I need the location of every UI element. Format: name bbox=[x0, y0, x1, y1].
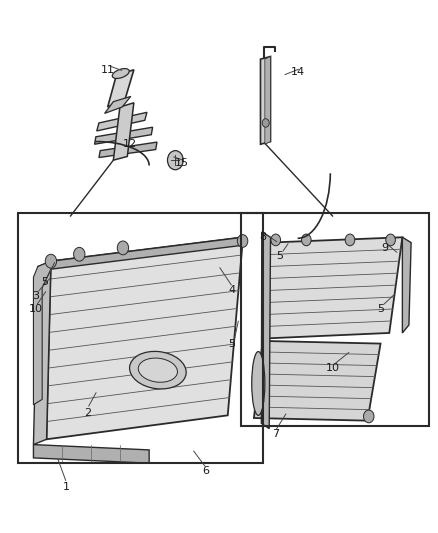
Text: 8: 8 bbox=[259, 232, 266, 243]
Polygon shape bbox=[97, 112, 147, 131]
Text: 10: 10 bbox=[325, 362, 339, 373]
Polygon shape bbox=[105, 96, 131, 114]
Text: 9: 9 bbox=[381, 243, 389, 253]
Circle shape bbox=[167, 151, 183, 169]
Polygon shape bbox=[265, 56, 271, 144]
Ellipse shape bbox=[130, 351, 186, 389]
Polygon shape bbox=[113, 103, 134, 160]
Text: 1: 1 bbox=[63, 482, 70, 492]
Bar bbox=[18, 213, 263, 463]
Text: 11: 11 bbox=[101, 65, 115, 75]
Text: 12: 12 bbox=[123, 139, 137, 149]
Circle shape bbox=[345, 234, 355, 246]
Text: 2: 2 bbox=[85, 408, 92, 418]
Polygon shape bbox=[254, 341, 381, 421]
Text: 14: 14 bbox=[290, 68, 305, 77]
Circle shape bbox=[364, 410, 374, 423]
Polygon shape bbox=[46, 237, 243, 439]
Text: 5: 5 bbox=[41, 278, 48, 287]
Circle shape bbox=[45, 254, 57, 268]
Text: 5: 5 bbox=[277, 251, 284, 261]
Circle shape bbox=[74, 247, 85, 261]
Text: 5: 5 bbox=[377, 304, 384, 314]
Circle shape bbox=[271, 234, 281, 246]
Text: 3: 3 bbox=[32, 290, 39, 301]
Text: 7: 7 bbox=[272, 429, 279, 439]
Circle shape bbox=[237, 235, 248, 247]
Polygon shape bbox=[51, 237, 243, 269]
Text: 10: 10 bbox=[28, 304, 42, 314]
Circle shape bbox=[262, 119, 269, 127]
Text: 4: 4 bbox=[229, 286, 236, 295]
Ellipse shape bbox=[112, 69, 129, 78]
Bar bbox=[241, 213, 428, 426]
Polygon shape bbox=[261, 56, 271, 144]
Ellipse shape bbox=[138, 358, 177, 382]
Circle shape bbox=[386, 234, 396, 246]
Polygon shape bbox=[261, 232, 271, 429]
Text: 15: 15 bbox=[175, 158, 189, 168]
Ellipse shape bbox=[252, 352, 265, 415]
Polygon shape bbox=[33, 445, 149, 463]
Polygon shape bbox=[269, 237, 403, 338]
Polygon shape bbox=[33, 261, 51, 405]
Polygon shape bbox=[95, 127, 152, 144]
Circle shape bbox=[301, 234, 311, 246]
Polygon shape bbox=[99, 142, 157, 158]
Text: 5: 5 bbox=[229, 338, 236, 349]
Text: 6: 6 bbox=[202, 466, 209, 476]
Circle shape bbox=[117, 241, 129, 255]
Polygon shape bbox=[403, 237, 411, 333]
Polygon shape bbox=[33, 261, 51, 445]
Polygon shape bbox=[108, 70, 134, 107]
